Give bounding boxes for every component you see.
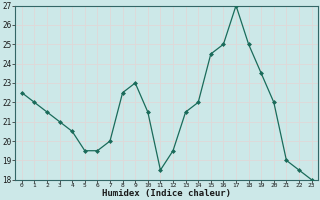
X-axis label: Humidex (Indice chaleur): Humidex (Indice chaleur) — [102, 189, 231, 198]
